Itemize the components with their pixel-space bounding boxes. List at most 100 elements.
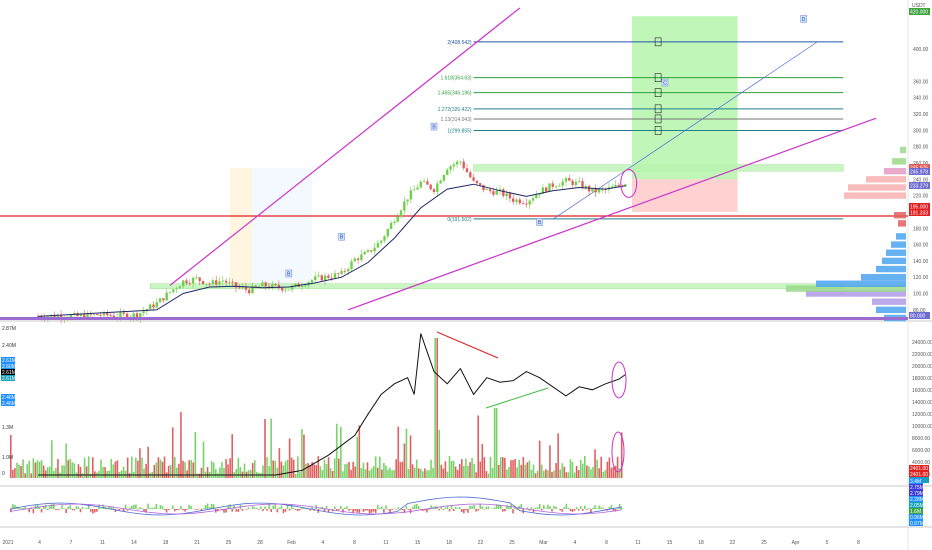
volume-bar	[506, 469, 508, 478]
osc-bar	[508, 506, 510, 509]
osc-bar	[114, 509, 117, 512]
osc-bar	[325, 505, 328, 509]
annotation-box-3	[536, 218, 543, 226]
candle-body	[396, 216, 399, 222]
volume-bar	[547, 470, 549, 478]
osc-bar	[575, 507, 578, 509]
volume-bar	[409, 435, 412, 478]
volume-profile-bar-12	[898, 220, 906, 227]
volume-bar	[171, 427, 174, 478]
time-tick-18: 4	[574, 540, 577, 546]
volume-bar	[200, 467, 203, 478]
candle-body	[132, 313, 135, 317]
osc-bar	[362, 509, 365, 512]
candle-body	[294, 283, 297, 286]
volume-bar	[444, 461, 447, 478]
volume-bar	[569, 459, 572, 478]
osc-tag-bg-5	[909, 508, 923, 514]
osc-tag-4: 2.05M	[910, 503, 924, 509]
osc-bar	[348, 509, 350, 511]
osc-bar	[14, 505, 16, 509]
osc-bar	[413, 504, 416, 509]
volume-bar	[122, 466, 125, 478]
volume-tick-9: 6000.00	[912, 448, 930, 454]
osc-bar	[186, 509, 188, 510]
volume-profile-bar-14	[844, 192, 906, 199]
target-marker	[654, 37, 662, 47]
volume-tick-2: 20000.00	[912, 364, 932, 370]
volume-tag-6: 2.46M	[2, 395, 16, 401]
time-tick-2: 7	[70, 540, 73, 546]
volume-tick-0: 24000.00	[912, 340, 932, 346]
volume-bar	[340, 427, 342, 478]
osc-bar	[411, 506, 414, 509]
annotation-label-5: D	[802, 17, 806, 23]
candle-body	[99, 315, 102, 316]
volume-bar	[586, 465, 588, 478]
candle-body	[317, 275, 320, 277]
fib-label-2: 1.465(346.196)	[438, 91, 472, 97]
candle-body	[432, 189, 436, 192]
volume-bar	[584, 456, 586, 478]
volume-bar	[335, 423, 338, 478]
volume-bar	[163, 456, 166, 478]
volume-bar	[30, 473, 33, 478]
candle-body	[211, 280, 215, 285]
osc-bar	[188, 504, 190, 509]
osc-bar	[463, 509, 465, 514]
candle-body	[584, 185, 587, 189]
osc-bar	[352, 509, 354, 514]
volume-bar	[553, 470, 555, 478]
osc-bar	[374, 509, 377, 513]
osc-bar	[233, 505, 236, 509]
fib-label-0: 2(408.542)	[447, 40, 472, 46]
osc-bar	[438, 509, 441, 511]
osc-bar	[584, 505, 586, 509]
volume-bar	[157, 457, 160, 478]
time-tick-6: 21	[194, 540, 200, 546]
volume-bar	[614, 465, 617, 478]
volume-bar	[137, 460, 139, 478]
volume-bar	[40, 460, 43, 478]
volume-bar	[366, 462, 369, 478]
candle-body	[488, 189, 492, 192]
volume-bar	[51, 440, 53, 478]
volume-bar	[16, 462, 18, 478]
candle-body	[320, 275, 323, 281]
volume-bar	[315, 465, 318, 478]
osc-bar	[563, 506, 566, 509]
volume-bar	[329, 468, 332, 478]
candle-body	[162, 298, 165, 301]
candle-body	[492, 191, 495, 195]
volume-bar	[321, 469, 324, 478]
volume-bar	[194, 431, 197, 478]
volume-bar	[372, 466, 375, 478]
target-marker	[654, 104, 662, 114]
volume-bar	[403, 443, 406, 478]
osc-bar	[53, 503, 55, 509]
osc-bar	[397, 507, 400, 509]
volume-profile-bar-13	[894, 212, 906, 219]
osc-bar	[401, 509, 404, 511]
candle-body	[347, 269, 350, 272]
osc-bar	[450, 505, 453, 509]
osc-bar	[467, 509, 469, 513]
osc-tag-0: 3.4M	[910, 479, 921, 485]
osc-bar	[588, 508, 590, 509]
time-tick-14: 18	[446, 540, 452, 546]
osc-bar	[342, 509, 344, 513]
price-tick-8: 220.00	[913, 194, 929, 200]
osc-bar	[497, 504, 500, 509]
osc-bar	[288, 509, 291, 511]
time-tick-26: 5	[826, 540, 829, 546]
osc-bar	[323, 509, 326, 512]
volume-tag-bg-5	[1, 375, 15, 381]
osc-bar	[383, 509, 385, 513]
osc-bar	[614, 509, 617, 512]
osc-tag-bg-1	[909, 484, 923, 490]
price-tag-bg-2	[909, 168, 930, 175]
volume-bar	[333, 458, 336, 478]
osc-bar	[590, 509, 592, 514]
time-tick-0: 2021	[2, 540, 13, 546]
target-marker	[654, 88, 662, 97]
